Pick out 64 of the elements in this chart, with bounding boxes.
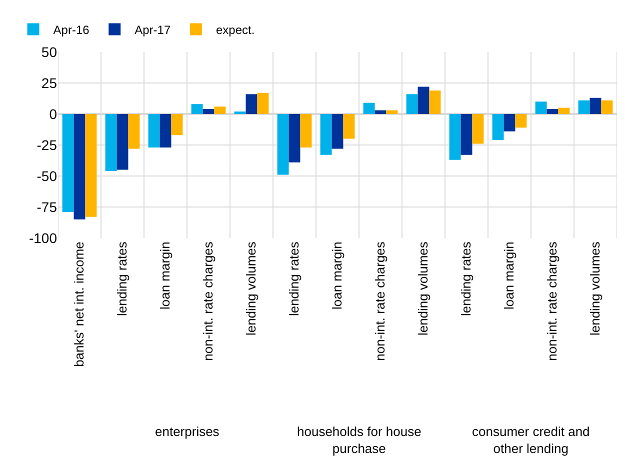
bar [148, 114, 160, 148]
x-tick-label: non-int. rate charges [544, 241, 560, 361]
bar [535, 102, 547, 114]
text: households for house purchase [297, 424, 422, 456]
bar [492, 114, 504, 140]
legend-label: Apr-16 [53, 22, 90, 37]
x-tick-label: non-int. rate charges [372, 241, 388, 361]
bar [202, 109, 214, 114]
bar [429, 90, 441, 114]
y-tick-label: 0 [49, 106, 58, 122]
bar [418, 86, 430, 114]
x-tick-label: lending volumes [416, 241, 431, 336]
bar [214, 106, 226, 114]
bar [343, 114, 355, 139]
bar [590, 98, 602, 114]
bar [320, 114, 332, 155]
bar [515, 114, 527, 128]
bar [386, 110, 398, 114]
bar [406, 94, 418, 114]
y-tick-label: -100 [28, 230, 58, 246]
bar [363, 102, 375, 114]
bar [504, 114, 516, 132]
bar [558, 108, 570, 114]
x-tick-label: loan margin [330, 242, 345, 310]
bar [472, 114, 484, 144]
bar [246, 94, 258, 114]
y-tick-label: -25 [36, 136, 58, 153]
text: enterprises [155, 424, 220, 439]
bar [105, 114, 117, 172]
text: consumer credit and other lending [472, 424, 590, 456]
bar [191, 104, 203, 114]
x-tick-label: lending volumes [244, 241, 259, 336]
x-tick-label: lending rates [286, 241, 302, 316]
bar [300, 114, 312, 148]
bar [128, 114, 140, 149]
x-tick-label: banks' net int. income [72, 242, 87, 367]
bar [160, 114, 172, 148]
bar [288, 114, 300, 162]
bar [62, 114, 74, 212]
bar [578, 100, 590, 114]
bar [601, 100, 613, 114]
x-tick-label: loan margin [502, 242, 517, 310]
bar [277, 114, 289, 175]
bar [257, 92, 269, 114]
bar [171, 114, 183, 136]
bar [74, 114, 86, 220]
bar [332, 114, 344, 149]
x-tick-label: lending rates [114, 241, 130, 316]
x-tick-label: loan margin [158, 242, 173, 310]
legend-label: expect. [216, 22, 255, 37]
bar [374, 110, 386, 114]
legend-label: Apr-17 [134, 22, 171, 37]
bar [546, 109, 558, 114]
x-tick-label: lending rates [458, 241, 474, 316]
x-tick-label: non-int. rate charges [200, 241, 216, 361]
bar [449, 114, 461, 160]
bar [85, 114, 97, 217]
y-tick-label: -50 [36, 168, 58, 184]
bar [116, 114, 128, 170]
bar [460, 114, 472, 155]
y-tick-label: 50 [41, 44, 58, 60]
y-tick-label: -75 [36, 198, 58, 215]
y-tick-label: 25 [41, 74, 58, 91]
x-tick-label: lending volumes [588, 241, 603, 336]
